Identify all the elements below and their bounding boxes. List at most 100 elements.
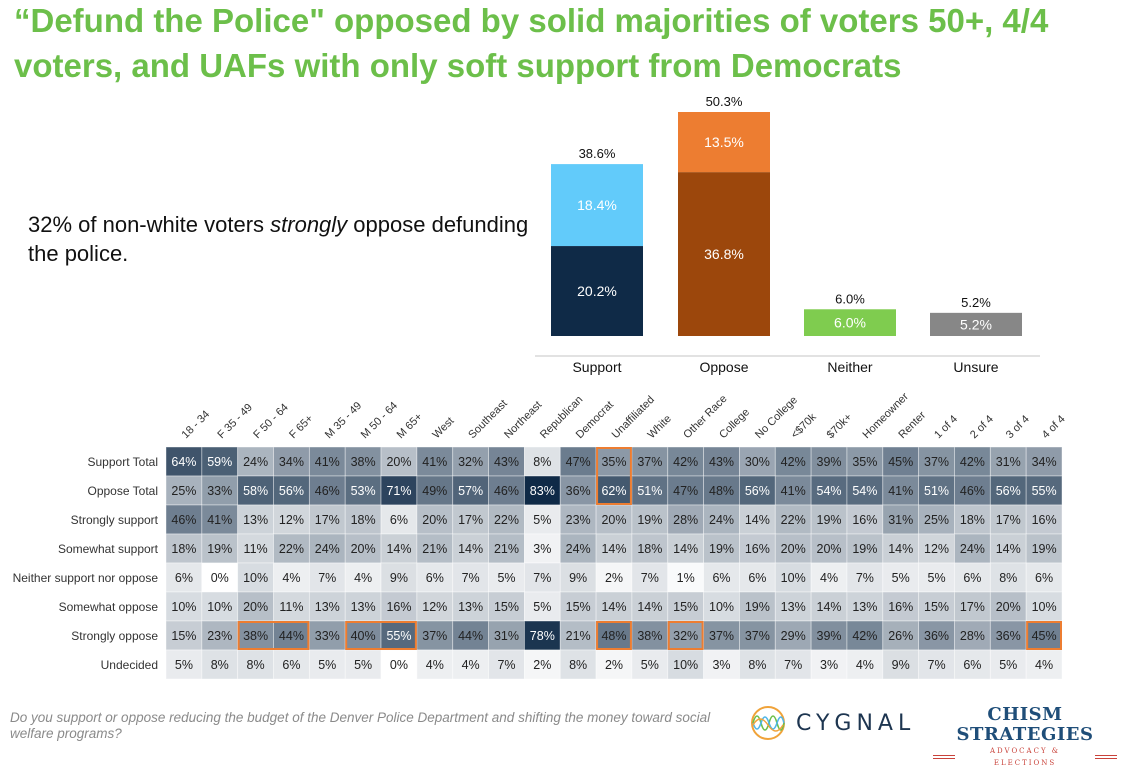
heatmap-cell xyxy=(452,475,489,506)
heatmap-value: 7% xyxy=(462,571,480,585)
heatmap-value: 36% xyxy=(996,629,1021,643)
category-label: Unsure xyxy=(953,359,998,375)
heatmap-cell xyxy=(631,504,669,535)
heatmap-value: 16% xyxy=(1032,513,1057,527)
heatmap-value: 35% xyxy=(601,455,626,469)
heatmap-value: 6% xyxy=(963,658,981,672)
column-header: F 65+ xyxy=(287,413,316,442)
heatmap-value: 51% xyxy=(924,484,949,498)
heatmap-cell xyxy=(344,591,382,622)
bar-total-label: 6.0% xyxy=(835,291,865,306)
heatmap-value: 23% xyxy=(566,513,591,527)
heatmap-value: 8% xyxy=(748,658,766,672)
heatmap-value: 10% xyxy=(709,600,734,614)
heatmap-cell xyxy=(201,591,239,622)
column-header: Renter xyxy=(896,409,928,441)
heatmap-cell xyxy=(201,475,239,506)
heatmap-cell xyxy=(595,620,633,651)
heatmap-cell xyxy=(380,591,418,622)
heatmap-value: 21% xyxy=(494,542,519,556)
heatmap-cell xyxy=(237,591,274,622)
heatmap-value: 7% xyxy=(533,571,551,585)
heatmap-value: 41% xyxy=(781,484,806,498)
heatmap-cell xyxy=(416,591,454,622)
heatmap-value: 13% xyxy=(351,600,376,614)
heatmap-value: 8% xyxy=(533,455,551,469)
heatmap-value: 44% xyxy=(458,629,483,643)
row-label: Support Total xyxy=(88,455,159,469)
heatmap-cell xyxy=(201,562,239,593)
heatmap-value: 7% xyxy=(928,658,946,672)
heatmap-value: 48% xyxy=(601,629,626,643)
heatmap-value: 56% xyxy=(279,484,304,498)
heatmap-cell xyxy=(273,475,310,506)
heatmap-value: 5% xyxy=(318,658,336,672)
heatmap-value: 20% xyxy=(386,455,411,469)
heatmap-cell xyxy=(954,533,991,564)
bar-segment-label: 13.5% xyxy=(704,134,744,150)
heatmap-value: 47% xyxy=(673,484,698,498)
heatmap-value: 3% xyxy=(820,658,838,672)
heatmap-value: 6% xyxy=(1035,571,1053,585)
heatmap-cell xyxy=(989,446,1027,477)
heatmap-value: 14% xyxy=(601,542,626,556)
heatmap-cell xyxy=(344,504,382,535)
heatmap-value: 42% xyxy=(960,455,985,469)
heatmap-value: 13% xyxy=(781,600,806,614)
heatmap-value: 2% xyxy=(605,658,623,672)
heatmap-cell xyxy=(452,446,489,477)
heatmap-cell xyxy=(524,446,561,477)
heatmap-value: 14% xyxy=(817,600,842,614)
heatmap-table: 18 - 34 F 35 - 49F 50 - 64F 65+ M 35 - 49M… xyxy=(13,390,1068,680)
heatmap-value: 21% xyxy=(566,629,591,643)
heatmap-cell xyxy=(416,649,454,680)
row-label: Undecided xyxy=(101,658,158,672)
heatmap-value: 7% xyxy=(318,571,336,585)
heatmap-value: 64% xyxy=(171,455,196,469)
heatmap-value: 10% xyxy=(1032,600,1057,614)
heatmap-value: 4% xyxy=(282,571,300,585)
heatmap-value: 5% xyxy=(928,571,946,585)
highlight-box xyxy=(596,447,632,505)
heatmap-cell xyxy=(667,562,705,593)
highlight-box xyxy=(237,621,310,650)
bar-segment-label: 20.2% xyxy=(577,283,617,299)
heatmap-value: 42% xyxy=(673,455,698,469)
chism-tagline: ADVOCACY & ELECTIONS xyxy=(989,747,1061,767)
heatmap-value: 43% xyxy=(494,455,519,469)
heatmap-value: 12% xyxy=(279,513,304,527)
heatmap-value: 5% xyxy=(533,600,551,614)
heatmap-cell xyxy=(703,649,740,680)
heatmap-value: 41% xyxy=(207,513,232,527)
heatmap-value: 9% xyxy=(569,571,587,585)
heatmap-value: 5% xyxy=(533,513,551,527)
heatmap-cell xyxy=(918,591,955,622)
heatmap-value: 8% xyxy=(999,571,1017,585)
category-label: Neither xyxy=(827,359,872,375)
heatmap-value: 42% xyxy=(781,455,806,469)
heatmap-value: 7% xyxy=(784,658,802,672)
heatmap-value: 32% xyxy=(673,629,698,643)
heatmap-cell xyxy=(165,620,203,651)
column-header: M 35 - 49 xyxy=(323,400,364,441)
heatmap-value: 17% xyxy=(458,513,483,527)
heatmap-value: 31% xyxy=(996,455,1021,469)
heatmap-value: 54% xyxy=(817,484,842,498)
column-header: West xyxy=(430,415,456,441)
heatmap-value: 51% xyxy=(637,484,662,498)
heatmap-value: 37% xyxy=(709,629,734,643)
heatmap-value: 7% xyxy=(497,658,515,672)
heatmap-value: 0% xyxy=(390,658,408,672)
heatmap-cell xyxy=(631,533,669,564)
heatmap-cell xyxy=(739,562,776,593)
heatmap-cell xyxy=(703,504,740,535)
heatmap-cell xyxy=(380,649,418,680)
heatmap-cell xyxy=(989,649,1027,680)
heatmap-value: 30% xyxy=(745,455,770,469)
heatmap-value: 18% xyxy=(351,513,376,527)
heatmap-value: 14% xyxy=(601,600,626,614)
column-header: 3 of 4 xyxy=(1004,413,1032,441)
heatmap-cell xyxy=(882,533,920,564)
row-label: Somewhat support xyxy=(58,542,159,556)
heatmap-value: 10% xyxy=(171,600,196,614)
